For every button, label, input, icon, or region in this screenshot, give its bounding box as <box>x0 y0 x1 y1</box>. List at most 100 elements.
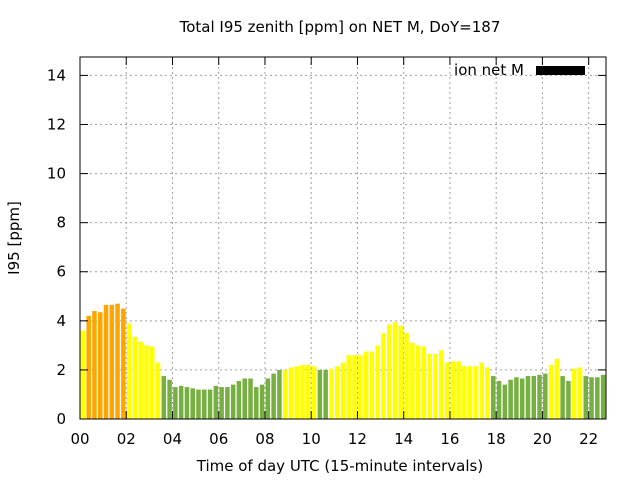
bar <box>178 385 184 419</box>
bar <box>375 345 380 419</box>
bar <box>439 350 444 419</box>
bar <box>144 345 149 419</box>
bar <box>450 361 456 419</box>
bar <box>109 304 115 419</box>
bar <box>265 378 271 419</box>
bar <box>571 368 577 419</box>
bar <box>485 367 490 419</box>
bar <box>479 362 484 419</box>
bar <box>358 355 363 419</box>
bar <box>155 362 161 419</box>
plot-frame <box>79 56 607 420</box>
bar <box>329 368 334 419</box>
bar <box>508 379 513 419</box>
bar <box>491 376 496 419</box>
y-tick-label: 2 <box>56 361 66 379</box>
bar <box>80 330 86 419</box>
bar <box>311 366 317 419</box>
bar <box>415 345 421 419</box>
bar <box>92 311 97 419</box>
y-tick-label: 6 <box>56 263 66 281</box>
bar <box>566 380 571 419</box>
bar <box>346 355 352 419</box>
bar <box>306 365 311 419</box>
bar <box>138 341 143 419</box>
bar <box>473 366 479 419</box>
bar <box>352 355 357 419</box>
bar <box>381 333 386 419</box>
y-tick-label: 12 <box>47 115 66 133</box>
bar <box>294 366 300 419</box>
bar <box>236 380 242 419</box>
x-tick-label: 20 <box>533 430 552 448</box>
bar <box>537 374 542 419</box>
bar <box>254 387 259 419</box>
bar <box>86 315 91 419</box>
x-tick-label: 14 <box>394 430 413 448</box>
bar <box>600 374 606 419</box>
x-axis-label: Time of day UTC (15-minute intervals) <box>196 457 483 475</box>
x-tick-label: 12 <box>348 430 367 448</box>
bar <box>433 353 438 419</box>
bar <box>525 376 531 419</box>
bar <box>300 365 305 419</box>
x-tick-label: 06 <box>209 430 228 448</box>
y-tick-label: 8 <box>56 214 66 232</box>
bar <box>589 377 594 419</box>
bar <box>548 365 554 419</box>
bar <box>392 322 398 419</box>
bar <box>421 346 427 419</box>
x-tick-label: 18 <box>487 430 506 448</box>
bar <box>173 387 178 419</box>
bar <box>207 389 213 419</box>
bar <box>502 384 508 419</box>
bar <box>363 351 369 419</box>
bar <box>467 366 473 419</box>
y-tick-label: 14 <box>47 66 66 84</box>
bar <box>271 373 276 419</box>
bar <box>196 389 201 419</box>
bar <box>288 367 294 419</box>
legend: ion net M <box>454 61 585 79</box>
bar <box>404 333 409 419</box>
x-tick-label: 00 <box>70 430 89 448</box>
ticks <box>79 57 606 420</box>
bar <box>282 369 288 419</box>
bar <box>213 385 219 419</box>
bar <box>242 378 247 419</box>
bar <box>462 366 467 419</box>
legend-swatch <box>536 66 585 75</box>
bar <box>190 388 195 419</box>
bar <box>398 325 404 419</box>
bar <box>496 380 502 419</box>
bar <box>386 324 392 419</box>
bar <box>369 351 375 419</box>
bar <box>121 308 126 419</box>
bar <box>115 303 120 419</box>
x-tick-label: 22 <box>579 430 598 448</box>
bar <box>248 378 253 419</box>
bar <box>444 362 450 419</box>
bar <box>161 376 167 419</box>
bar <box>519 378 525 419</box>
bar <box>577 367 583 419</box>
y-tick-label: 4 <box>56 312 66 330</box>
chart-title: Total I95 zenith [ppm] on NET M, DoY=187 <box>179 18 501 36</box>
bar <box>427 353 432 419</box>
bar <box>150 346 155 419</box>
bar <box>184 387 190 419</box>
legend-label: ion net M <box>454 61 524 79</box>
bar <box>543 373 548 419</box>
bar <box>97 312 103 419</box>
x-tick-label: 16 <box>440 430 459 448</box>
bar <box>334 366 340 419</box>
bar <box>167 379 172 419</box>
bar <box>259 384 265 419</box>
bar <box>514 377 519 419</box>
bar <box>103 304 109 419</box>
bar <box>531 376 536 419</box>
x-tick-label: 08 <box>255 430 274 448</box>
y-tick-label: 0 <box>56 410 66 428</box>
